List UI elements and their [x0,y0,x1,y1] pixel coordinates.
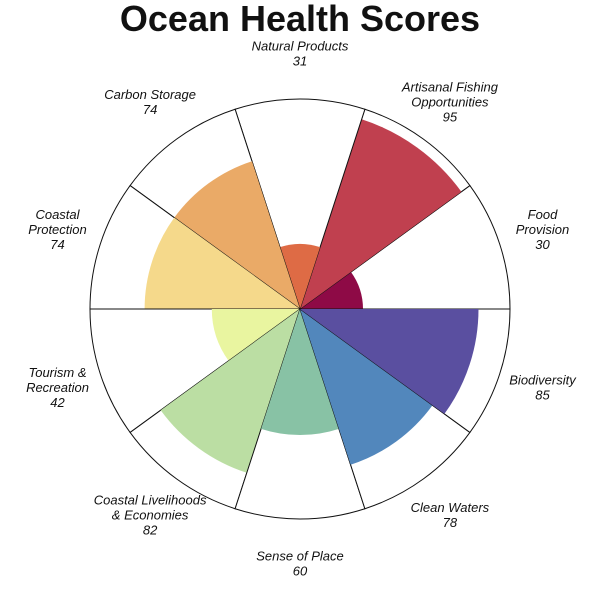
label-value-sense-of-place: 60 [293,564,308,579]
label-name-artisanal-fishing-opportunities: Opportunities [411,95,489,110]
label-value-food-provision: 30 [535,237,550,252]
label-name-sense-of-place: Sense of Place [256,549,343,564]
slice-coastal-protection [144,217,300,309]
label-name-coastal-protection: Coastal [35,207,80,222]
label-value-clean-waters: 78 [443,515,458,530]
label-name-coastal-livelihoods-and-economies: Coastal Livelihoods [94,492,207,507]
label-value-tourism-and-recreation: 42 [50,395,65,410]
slice-clean-waters [300,309,433,465]
slice-carbon-storage [174,161,300,309]
slice-tourism-and-recreation [211,309,300,361]
slice-sense-of-place [261,309,339,435]
slice-biodiversity [300,309,479,414]
label-name-biodiversity: Biodiversity [509,372,577,387]
label-name-natural-products: Natural Products [252,39,349,54]
slice-natural-products [279,243,321,309]
label-name-artisanal-fishing-opportunities: Artisanal Fishing [401,80,499,95]
label-name-carbon-storage: Carbon Storage [104,87,196,102]
label-name-tourism-and-recreation: Tourism & [28,365,86,380]
slice-outline-natural-products [234,98,366,311]
label-name-coastal-livelihoods-and-economies: & Economies [112,507,189,522]
label-name-coastal-protection: Protection [28,222,87,237]
label-value-coastal-livelihoods-and-economies: 82 [143,522,158,537]
slice-artisanal-fishing-opportunities [300,119,462,309]
label-value-artisanal-fishing-opportunities: 95 [443,110,458,125]
label-value-natural-products: 31 [293,54,307,69]
slice-food-provision [300,271,363,309]
label-name-food-provision: Provision [516,222,569,237]
label-name-food-provision: Food [528,207,558,222]
chart-title: Ocean Health Scores [119,0,481,39]
label-name-clean-waters: Clean Waters [411,500,490,515]
slice-coastal-livelihoods-and-economies [160,309,300,473]
label-name-tourism-and-recreation: Recreation [26,380,89,395]
label-value-carbon-storage: 74 [143,102,157,117]
label-value-coastal-protection: 74 [50,237,64,252]
label-value-biodiversity: 85 [535,387,550,402]
